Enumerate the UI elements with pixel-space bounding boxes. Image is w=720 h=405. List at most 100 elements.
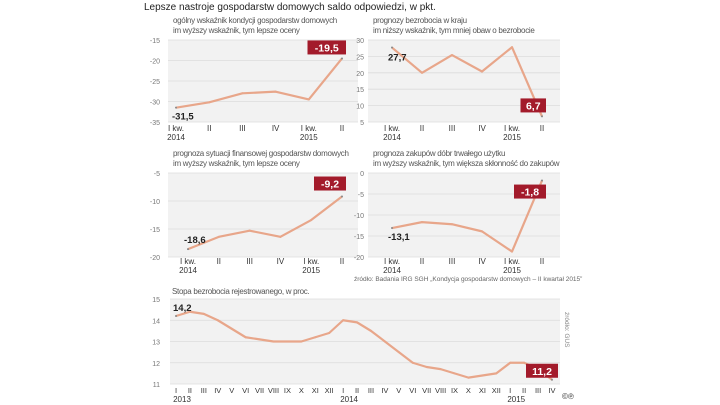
chart4-data-point — [421, 221, 423, 224]
chart1-title-line1: ogólny wskaźnik kondycji gospodarstw dom… — [173, 16, 337, 25]
chart5-xtick-label: XI — [312, 386, 319, 395]
chart5-data-point — [300, 340, 303, 343]
chart5-data-point — [509, 361, 512, 364]
chart2-ytick-label: 25 — [356, 54, 364, 61]
chart4-ytick-label: -15 — [354, 234, 364, 241]
chart1-year-label: 2014 — [167, 133, 185, 142]
chart5-xtick-label: IV — [214, 386, 221, 395]
chart5-xtick-label: XII — [492, 386, 501, 395]
chart1-ytick-label: -25 — [150, 79, 160, 86]
chart5-data-point — [397, 351, 400, 354]
chart5-data-point — [188, 310, 191, 313]
chart5-xtick-label: IV — [548, 386, 555, 395]
chart4-xtick-label: II — [540, 257, 544, 266]
chart2-year-label: 2014 — [383, 133, 401, 142]
chart4-ytick-label: -10 — [354, 213, 364, 220]
chart4-series-line — [391, 180, 544, 253]
chart3-year-label: 2015 — [302, 266, 320, 275]
chart2-subtitle: im niższy wskaźnik, tym mniej obaw o bez… — [373, 26, 535, 35]
chart3-xtick-label: I kw. — [180, 257, 196, 266]
chart5-data-point — [342, 319, 345, 322]
chart1-series-line — [175, 57, 343, 109]
chart5-data-point — [481, 374, 484, 377]
chart4-data-point — [391, 227, 393, 230]
chart3-ytick-label: -5 — [154, 171, 160, 178]
chart5-year-label: 2013 — [173, 395, 191, 404]
chart3-data-point — [341, 195, 343, 198]
chart1-data-point — [341, 57, 343, 60]
chart5-xtick-label: IX — [451, 386, 458, 395]
chart4-data-point — [481, 230, 483, 233]
chart2-first-value-label: 27,7 — [388, 53, 407, 64]
chart5-data-point — [202, 312, 205, 315]
chart1-last-value-badge — [307, 40, 346, 55]
chart3-title: prognoza sytuacji finansowej gospodarstw… — [173, 149, 349, 169]
chart1-ytick-label: -30 — [150, 100, 160, 107]
chart5-xtick-label: VII — [422, 386, 431, 395]
chart5-xtick-label: V — [229, 386, 234, 395]
chart1-data-point — [274, 90, 277, 93]
chart1-xtick-label: I kw. — [168, 124, 184, 133]
logo: ©℗ — [562, 392, 574, 401]
chart4-title-line1: prognoza zakupów dóbr trwałego użytku — [373, 149, 506, 158]
chart2-series-line — [391, 46, 544, 117]
chart4-last-value-label: -1,8 — [521, 187, 539, 199]
chart2-xtick-label: III — [449, 124, 456, 133]
chart2-xtick-label: IV — [478, 124, 486, 133]
chart5-data-point — [244, 336, 247, 339]
chart5-series-line — [175, 310, 553, 381]
chart1-data-point — [208, 101, 211, 104]
chart5-ytick-label: 15 — [152, 297, 160, 304]
chart5-data-point — [258, 338, 261, 341]
chart1-xtick-label: III — [239, 124, 246, 133]
chart4-data-point — [541, 179, 543, 182]
chart5-xtick-label: VII — [255, 386, 264, 395]
chart5-year-label: 2015 — [507, 395, 525, 404]
chart1-xtick-label: II — [207, 124, 211, 133]
chart5-data-point — [314, 336, 317, 339]
chart5-data-point — [411, 361, 414, 364]
chart5-xtick-label: V — [396, 386, 401, 395]
chart5-data-point — [467, 376, 470, 379]
chart4-xtick-label: I kw. — [504, 257, 520, 266]
chart4-xtick-label: III — [449, 257, 456, 266]
chart5-xtick-label: VI — [242, 386, 249, 395]
chart1-title: ogólny wskaźnik kondycji gospodarstw dom… — [173, 16, 337, 36]
chart4-xtick-label: I kw. — [384, 257, 400, 266]
chart2-data-point — [511, 46, 513, 49]
chart3-title-line1: prognoza sytuacji finansowej gospodarstw… — [173, 149, 349, 158]
chart3-data-point — [248, 229, 251, 232]
chart5-xtick-label: I — [175, 386, 177, 395]
chart3-ytick-label: -20 — [150, 255, 160, 262]
chart5-xtick-label: II — [188, 386, 192, 395]
chart5-xtick-label: X — [299, 386, 304, 395]
chart2-last-value-label: 6,7 — [526, 100, 541, 112]
chart3-last-value-label: -9,2 — [321, 179, 339, 191]
chart5-last-value-badge — [526, 363, 558, 378]
chart3-data-point — [187, 248, 189, 251]
chart2-ytick-label: 30 — [356, 38, 364, 45]
source-top: źródło: Badania IRG SGH „Kondycja gospod… — [354, 276, 583, 283]
main-title: Lepsze nastroje gospodarstw domowych sal… — [144, 2, 436, 13]
chart4-subtitle: im wyższy wskaźnik, tym większa skłonnoś… — [373, 159, 560, 168]
chart5-xtick-label: III — [201, 386, 207, 395]
chart5-data-point — [286, 340, 289, 343]
chart5-data-point — [439, 368, 442, 371]
chart5-xtick-label: VIII — [268, 386, 279, 395]
chart2-data-point — [391, 46, 393, 49]
chart2-xtick-label: II — [420, 124, 424, 133]
chart5-data-point — [383, 340, 386, 343]
chart5-data-point — [369, 329, 372, 332]
chart3-xtick-label: IV — [277, 257, 285, 266]
chart3-data-point — [279, 235, 282, 238]
chart1-xtick-label: I kw. — [301, 124, 317, 133]
chart3-last-value-badge — [314, 176, 346, 191]
chart4-title: prognoza zakupów dóbr trwałego użytku im… — [373, 149, 560, 169]
chart3-data-point — [217, 235, 220, 238]
chart5-xtick-label: VIII — [435, 386, 446, 395]
chart1-data-point — [241, 92, 244, 95]
chart1-data-point — [175, 106, 177, 109]
chart3-subtitle: im wyższy wskaźnik, tym lepsze oceny — [173, 159, 300, 168]
chart5-data-point — [425, 366, 428, 368]
chart2-year-label: 2015 — [503, 133, 521, 142]
